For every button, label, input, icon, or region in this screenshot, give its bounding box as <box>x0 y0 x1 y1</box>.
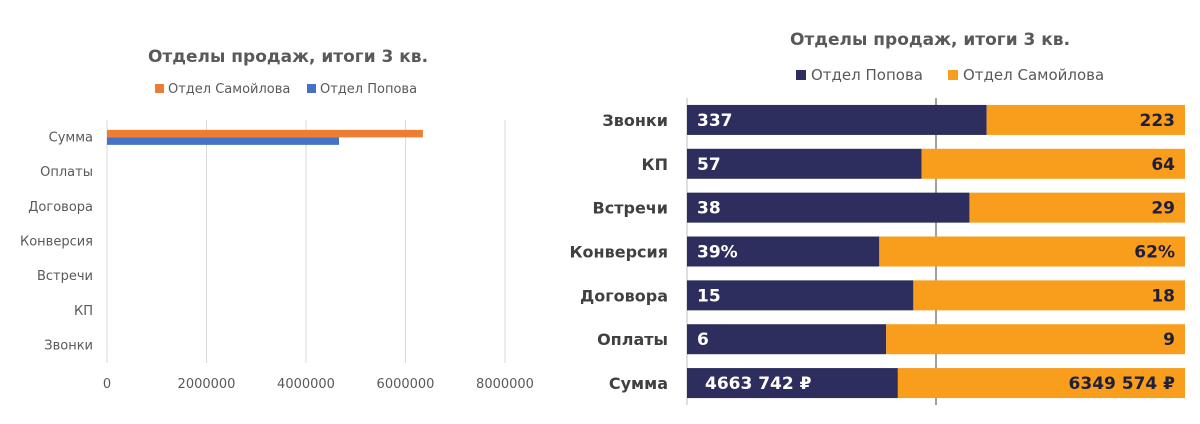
x-tick-label: 0 <box>103 377 111 392</box>
category-label: Договора <box>28 200 93 215</box>
bar-samoylov <box>969 192 1185 223</box>
bar-samoylov <box>879 236 1185 267</box>
x-tick-label: 4000000 <box>277 377 335 392</box>
data-label-popov: 6 <box>697 330 709 350</box>
category-label: Сумма <box>609 374 668 393</box>
category-label: Конверсия <box>569 243 668 262</box>
data-label-samoylov: 9 <box>1163 330 1175 350</box>
category-label: Встречи <box>37 269 93 284</box>
bar-samoylov <box>107 129 423 138</box>
x-tick-label: 2000000 <box>178 377 236 392</box>
legend-swatch <box>307 84 316 93</box>
bar-samoylov <box>921 148 1185 179</box>
bar-samoylov <box>913 280 1185 311</box>
right-stacked-bar-chart: Отделы продаж, итоги 3 кв. Отдел Попова От… <box>569 30 1185 405</box>
category-label: Оплаты <box>597 330 668 349</box>
category-label: Встречи <box>593 199 668 218</box>
data-label-popov: 15 <box>697 286 721 306</box>
data-label-popov: 57 <box>697 155 721 175</box>
data-label-popov: 337 <box>697 111 733 131</box>
bar-popov <box>687 192 970 223</box>
legend-swatch <box>155 84 164 93</box>
data-label-samoylov: 6349 574 ₽ <box>1069 374 1176 394</box>
category-label: КП <box>642 155 668 174</box>
data-label-samoylov: 18 <box>1151 286 1175 306</box>
legend-swatch <box>796 70 806 80</box>
left-bar-chart: Отделы продаж, итоги 3 кв. Отдел Самойлов… <box>20 47 534 392</box>
legend-label: Отдел Самойлова <box>168 82 290 97</box>
category-label: Конверсия <box>20 235 93 250</box>
bar-samoylov <box>897 368 1185 399</box>
category-label: Сумма <box>49 130 93 145</box>
data-label-popov: 39% <box>697 243 738 263</box>
bar-popov <box>687 280 914 311</box>
data-label-samoylov: 223 <box>1140 111 1176 131</box>
bar-samoylov <box>886 324 1185 355</box>
category-label: Звонки <box>602 111 668 130</box>
data-label-popov: 38 <box>697 199 721 219</box>
category-label: Договора <box>580 286 668 305</box>
bar-popov <box>687 236 880 267</box>
bar-popov <box>687 368 898 399</box>
category-label: КП <box>74 304 93 319</box>
legend-label: Отдел Попова <box>320 82 417 97</box>
legend-swatch <box>948 70 958 80</box>
data-label-popov: 4663 742 ₽ <box>705 374 812 394</box>
legend-label: Отдел Попова <box>811 66 923 84</box>
data-label-samoylov: 64 <box>1151 155 1175 175</box>
chart-title: Отделы продаж, итоги 3 кв. <box>790 30 1070 50</box>
data-label-samoylov: 29 <box>1151 199 1175 219</box>
category-label: Оплаты <box>40 165 93 180</box>
x-tick-label: 8000000 <box>476 377 534 392</box>
bar-popov <box>687 148 922 179</box>
data-label-samoylov: 62% <box>1134 243 1175 263</box>
x-tick-label: 6000000 <box>377 377 435 392</box>
chart-title: Отделы продаж, итоги 3 кв. <box>148 47 428 67</box>
category-label: Звонки <box>44 339 93 354</box>
bar-samoylov <box>986 104 1185 135</box>
bar-popov <box>687 104 987 135</box>
bar-popov <box>107 137 340 145</box>
bar-popov <box>687 324 887 355</box>
legend-label: Отдел Самойлова <box>963 66 1104 84</box>
